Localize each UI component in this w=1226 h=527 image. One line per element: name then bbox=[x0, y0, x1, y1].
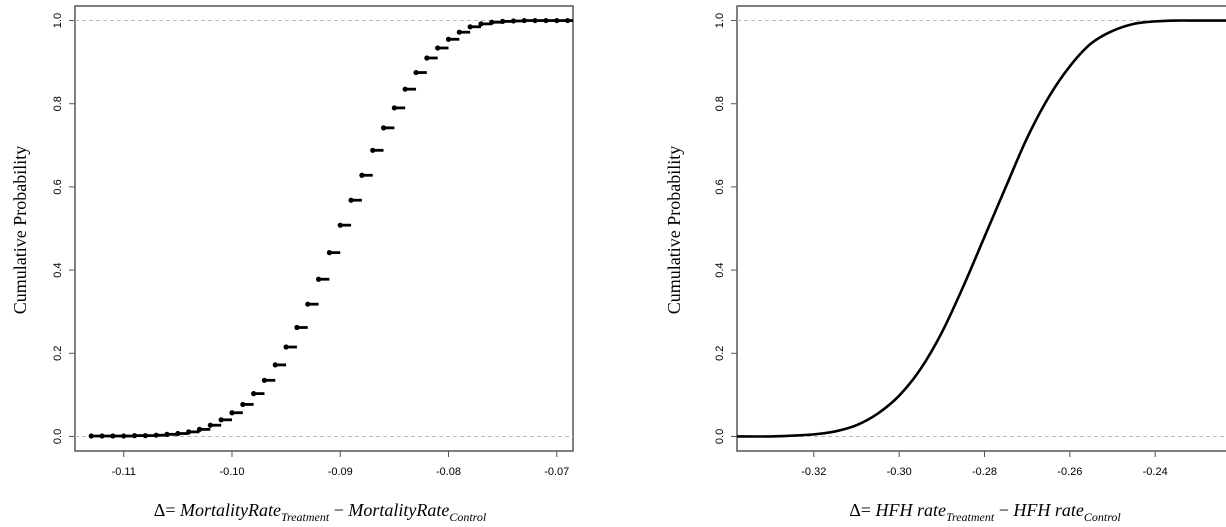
right-y-tick-label: 0.2 bbox=[714, 346, 726, 361]
left-step-point bbox=[121, 433, 127, 439]
left-step-point bbox=[532, 17, 538, 24]
left-step-point bbox=[218, 417, 224, 423]
left-y-tick-label: 1.0 bbox=[52, 13, 64, 28]
left-x-tick-label: -0.07 bbox=[544, 466, 569, 478]
left-step-point bbox=[489, 19, 495, 25]
right-y-axis: 0.0 0.2 0.4 0.6 0.8 1.0 bbox=[714, 13, 737, 444]
left-step-point bbox=[251, 391, 257, 397]
left-y-tick-label: 0.0 bbox=[52, 429, 64, 444]
left-xlabel-op: − bbox=[334, 500, 344, 520]
left-y-axis: 0.0 0.2 0.4 0.6 0.8 1.0 bbox=[52, 13, 75, 444]
right-xlabel-prefix: Δ= bbox=[849, 500, 871, 520]
left-step-point bbox=[456, 29, 462, 35]
left-step-point bbox=[500, 18, 506, 24]
left-step-point bbox=[521, 17, 527, 24]
left-step-point bbox=[153, 432, 159, 438]
left-step-point bbox=[164, 431, 170, 437]
right-x-tick-label: -0.24 bbox=[1143, 466, 1168, 478]
left-step-point bbox=[326, 250, 333, 256]
left-step-point bbox=[240, 401, 246, 408]
left-x-tick-label: -0.08 bbox=[436, 466, 461, 478]
right-x-tick-label: -0.32 bbox=[801, 466, 826, 478]
left-xlabel-sub1: Treatment bbox=[281, 510, 330, 524]
left-step-point bbox=[272, 362, 278, 368]
right-cdf-line bbox=[736, 19, 1226, 438]
left-step-point bbox=[196, 426, 203, 432]
left-step-point bbox=[315, 276, 322, 282]
right-y-axis-label: Cumulative Probability bbox=[664, 146, 684, 315]
left-step-series bbox=[88, 17, 573, 439]
left-step-point bbox=[261, 377, 268, 383]
left-step-point bbox=[305, 301, 311, 307]
left-step-point bbox=[510, 18, 517, 24]
right-xlabel-term2: HFH rate bbox=[1012, 500, 1084, 520]
left-step-point bbox=[380, 125, 387, 131]
left-x-axis: -0.11 -0.10 -0.09 -0.08 -0.07 bbox=[112, 451, 569, 478]
right-x-tick-label: -0.26 bbox=[1057, 466, 1082, 478]
left-step-point bbox=[131, 433, 138, 439]
left-step-point bbox=[348, 197, 354, 203]
right-y-tick-label: 0.0 bbox=[714, 429, 726, 444]
right-x-tick-label: -0.30 bbox=[887, 466, 912, 478]
right-y-tick-label: 1.0 bbox=[714, 13, 726, 28]
left-step-point bbox=[186, 429, 192, 435]
left-step-point bbox=[467, 24, 473, 30]
left-step-point bbox=[370, 147, 376, 153]
left-x-tick-label: -0.10 bbox=[219, 466, 244, 478]
left-step-point bbox=[99, 433, 105, 439]
right-reference-lines bbox=[737, 20, 1226, 437]
right-y-tick-label: 0.8 bbox=[714, 96, 726, 111]
right-xlabel-op: − bbox=[999, 500, 1009, 520]
right-y-tick-label: 0.4 bbox=[714, 262, 726, 277]
left-step-point bbox=[359, 172, 365, 178]
left-step-point bbox=[435, 45, 441, 51]
left-step-point bbox=[207, 422, 213, 428]
left-step-point bbox=[564, 17, 571, 24]
left-step-point bbox=[229, 410, 235, 416]
left-step-point bbox=[424, 55, 430, 61]
left-xlabel-prefix: Δ= bbox=[154, 500, 176, 520]
left-x-tick-label: -0.11 bbox=[112, 466, 136, 478]
left-xlabel-term1: MortalityRate bbox=[179, 500, 281, 520]
left-step-point bbox=[337, 222, 343, 228]
left-step-point bbox=[478, 21, 484, 27]
right-x-axis-label: Δ= HFH rateTreatment − HFH rateControl bbox=[849, 500, 1121, 525]
right-xlabel-sub1: Treatment bbox=[946, 510, 995, 524]
left-step-point bbox=[110, 433, 116, 439]
left-step-point bbox=[142, 433, 148, 439]
right-curve-series bbox=[736, 19, 1226, 438]
left-xlabel-term2: MortalityRate bbox=[347, 500, 449, 520]
right-xlabel-term1: HFH rate bbox=[874, 500, 946, 520]
left-step-point bbox=[88, 433, 94, 439]
left-plot-frame bbox=[74, 5, 574, 452]
left-step-point bbox=[445, 36, 452, 42]
left-x-tick-label: -0.09 bbox=[328, 466, 353, 478]
right-panel-hfh-ecdf: 0.00.20.40.60.81.0 -0.32 -0.30 -0.28 -0.26-… bbox=[664, 5, 1226, 525]
left-panel-mortality-ecdf: 0.00.20.40.60.81.0 -0.11 -0.10 -0.09 -0.08-… bbox=[10, 5, 574, 525]
left-step-point bbox=[294, 324, 300, 331]
left-step-point bbox=[543, 17, 549, 24]
right-xlabel-sub2: Control bbox=[1084, 510, 1122, 524]
right-y-tick-label: 0.6 bbox=[714, 179, 726, 194]
left-y-tick-label: 0.8 bbox=[52, 96, 64, 111]
left-y-tick-label: 0.2 bbox=[52, 346, 64, 361]
left-y-tick-label: 0.6 bbox=[52, 179, 64, 194]
left-step-point bbox=[283, 344, 289, 350]
left-y-axis-label: Cumulative Probability bbox=[10, 146, 30, 315]
left-step-point bbox=[413, 69, 419, 76]
left-reference-lines bbox=[75, 20, 573, 437]
left-x-axis-label: Δ= MortalityRateTreatment − MortalityRat… bbox=[154, 500, 487, 525]
right-plot-frame bbox=[736, 5, 1226, 452]
left-step-point bbox=[391, 105, 397, 111]
left-step-point bbox=[402, 86, 408, 92]
left-step-point bbox=[175, 430, 181, 437]
right-x-axis: -0.32 -0.30 -0.28 -0.26 -0.24 bbox=[801, 451, 1168, 478]
left-step-point bbox=[554, 17, 560, 24]
left-y-tick-label: 0.4 bbox=[52, 262, 64, 277]
right-x-tick-label: -0.28 bbox=[972, 466, 997, 478]
left-xlabel-sub2: Control bbox=[449, 510, 487, 524]
